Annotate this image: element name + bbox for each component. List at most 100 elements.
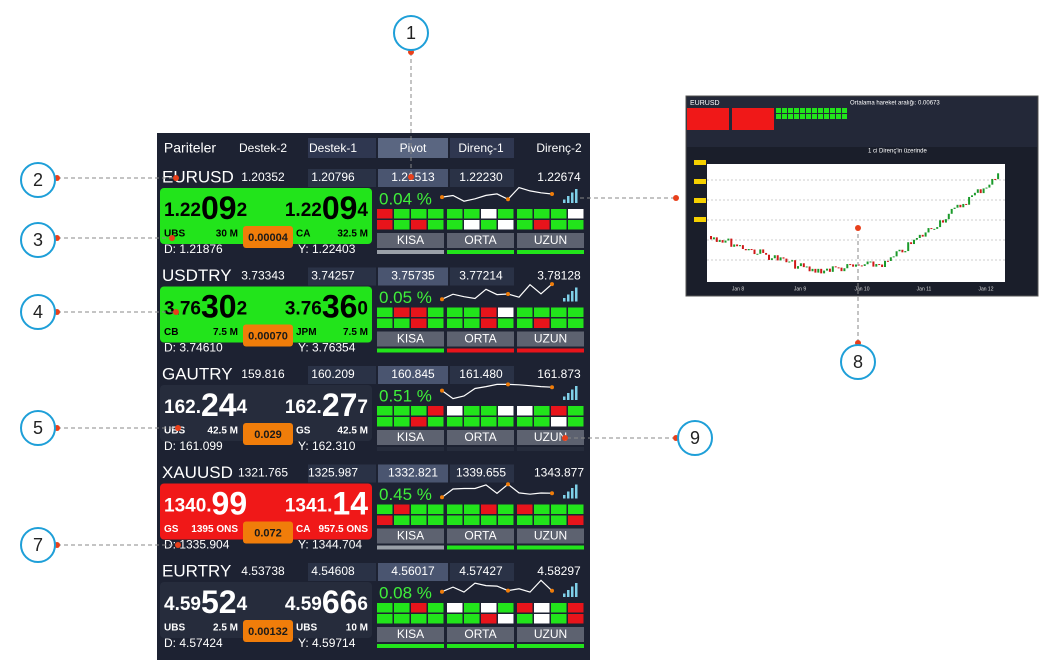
- signal-cell: [517, 504, 533, 514]
- instrument-name: XAUUSD: [162, 463, 233, 482]
- price-fraction: 0: [357, 299, 368, 320]
- ask-price: 162.277: [285, 387, 368, 423]
- trend-button[interactable]: [517, 233, 584, 248]
- thumb-candle: [866, 261, 869, 265]
- signal-cell: [447, 417, 463, 427]
- signal-cell: [428, 417, 444, 427]
- thumb-candle: [759, 249, 762, 254]
- trend-bar: [517, 447, 584, 451]
- level-value: 3.73343: [241, 269, 285, 283]
- thumb-candle: [869, 261, 872, 263]
- price-prefix: 162.: [285, 397, 322, 418]
- trend-label: ORTA: [464, 233, 496, 247]
- price-pips: 52: [201, 584, 237, 620]
- thumb-candle: [968, 196, 971, 205]
- broker: UBS: [164, 623, 185, 634]
- thumb-candle: [921, 234, 924, 237]
- level-value: 161.480: [459, 367, 503, 381]
- signal-cell: [464, 603, 480, 613]
- trend-button[interactable]: [377, 627, 444, 642]
- sparkline-dot: [550, 491, 554, 496]
- trend-bar: [517, 545, 584, 550]
- callout-circle: [840, 344, 876, 380]
- signal-cell: [428, 209, 444, 219]
- trend-button[interactable]: [377, 331, 444, 347]
- thumb-candle: [907, 242, 910, 252]
- signal-cell: [447, 504, 463, 514]
- signal-cell: [517, 318, 533, 328]
- level-value: 1339.655: [456, 466, 506, 480]
- volume: 1395 ONS: [191, 524, 238, 535]
- signal-cell: [534, 515, 550, 525]
- sparkline-dot: [440, 495, 444, 500]
- thumb-candle: [773, 255, 776, 259]
- thumb-candle: [947, 213, 950, 220]
- chart-icon-bar: [567, 491, 570, 499]
- level-value: 3.74257: [311, 269, 355, 283]
- broker: CB: [164, 327, 178, 338]
- thumb-candle: [794, 260, 797, 269]
- trend-label: KISA: [397, 627, 424, 641]
- signal-cell: [551, 603, 567, 613]
- trend-label: UZUN: [534, 529, 567, 543]
- thumb-candle: [985, 187, 988, 189]
- signal-cell: [377, 417, 393, 427]
- thumb-candle: [944, 219, 947, 223]
- callout-dot: [173, 309, 179, 315]
- trend-button[interactable]: [517, 430, 584, 445]
- price-pips: 27: [322, 387, 358, 423]
- trend-button[interactable]: [377, 233, 444, 248]
- callout-circle: [677, 420, 713, 456]
- trend-button[interactable]: [447, 430, 514, 445]
- callout-circle: [20, 222, 56, 258]
- price-pips: 66: [322, 584, 358, 620]
- trend-button[interactable]: [447, 528, 514, 544]
- trend-button[interactable]: [447, 627, 514, 642]
- thumb-level-tag: [694, 198, 706, 203]
- chart-icon-bar: [571, 291, 574, 302]
- signal-cell: [551, 614, 567, 624]
- sparkline: [441, 383, 553, 400]
- thumb-cell: [836, 114, 841, 119]
- signal-cell: [551, 318, 567, 328]
- trend-button[interactable]: [377, 528, 444, 544]
- signal-cell: [447, 406, 463, 416]
- trend-button[interactable]: [447, 233, 514, 248]
- level-value: 1343.877: [534, 466, 584, 480]
- thumb-candle: [881, 264, 884, 268]
- chart-icon-bar: [567, 590, 570, 597]
- thumb-cell: [842, 114, 847, 119]
- spread-box: [243, 521, 293, 544]
- trend-label: ORTA: [464, 430, 496, 444]
- trend-label: UZUN: [534, 627, 567, 641]
- thumb-candle: [834, 266, 837, 268]
- signal-cell: [447, 220, 463, 230]
- thumb-cell: [824, 108, 829, 113]
- trend-button[interactable]: [377, 430, 444, 445]
- signal-cell: [498, 406, 514, 416]
- thumb-candle: [718, 240, 721, 242]
- thumb-candle: [820, 268, 823, 274]
- ask-price: 1.22094: [285, 190, 369, 226]
- signal-cell: [534, 504, 550, 514]
- trend-button[interactable]: [517, 528, 584, 544]
- chart-icon-bar: [575, 189, 578, 203]
- thumb-candle: [744, 249, 747, 251]
- trend-button[interactable]: [447, 331, 514, 347]
- signal-cell: [394, 220, 410, 230]
- thumb-cell: [776, 108, 781, 113]
- signal-cell: [498, 614, 514, 624]
- daily-high: Y: 1344.704: [298, 538, 362, 552]
- signal-cell: [411, 504, 427, 514]
- chart-icon-bar: [563, 396, 566, 400]
- trend-label: UZUN: [534, 332, 567, 346]
- thumb-candle: [782, 257, 785, 259]
- thumb-x-label: Jan 11: [917, 286, 932, 292]
- callout-number: 8: [853, 352, 863, 372]
- trend-button[interactable]: [517, 331, 584, 347]
- level-cell: [450, 563, 514, 581]
- callout-dot: [175, 542, 181, 548]
- trend-button[interactable]: [517, 627, 584, 642]
- thumb-cell: [788, 114, 793, 119]
- level-value: 1321.765: [238, 466, 288, 480]
